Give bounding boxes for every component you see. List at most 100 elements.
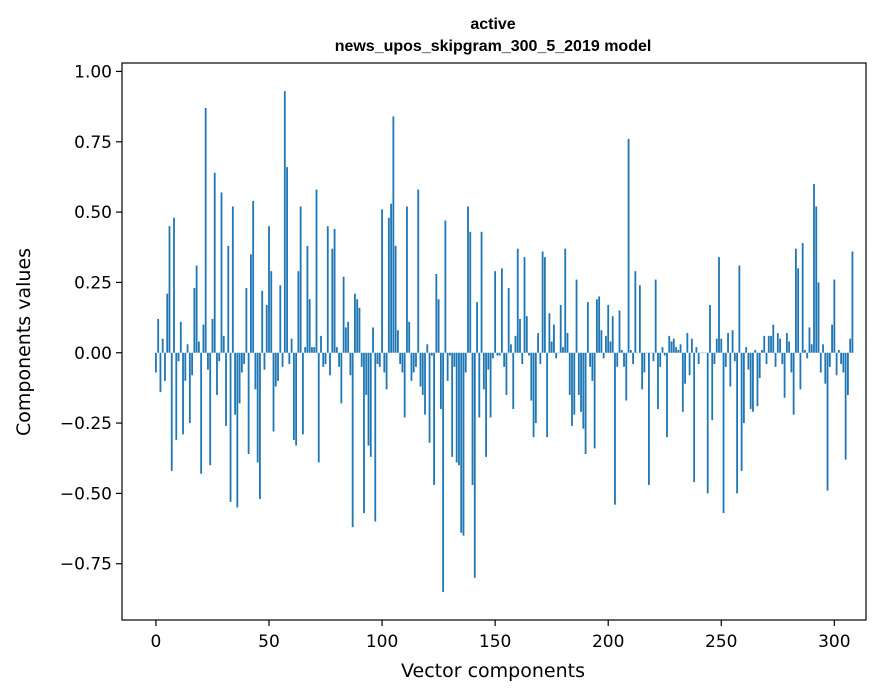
bar (801, 243, 804, 353)
bar (394, 245, 397, 353)
bar (684, 352, 686, 384)
bar (559, 304, 562, 353)
bar (616, 352, 619, 367)
bar (648, 352, 650, 485)
bar (453, 352, 456, 367)
bar (254, 352, 257, 390)
bar (742, 352, 745, 424)
bar (372, 327, 374, 353)
bar (489, 352, 492, 418)
bar (754, 349, 757, 353)
bar (340, 352, 343, 404)
bar (408, 321, 411, 353)
bar (426, 344, 429, 353)
bar (849, 338, 852, 353)
bar (672, 338, 675, 353)
bar (792, 352, 795, 415)
bar (209, 352, 212, 466)
bar (218, 352, 221, 362)
bar (815, 206, 818, 353)
bar (661, 347, 664, 353)
bar (292, 352, 295, 440)
bar (363, 352, 365, 514)
bar (586, 302, 589, 353)
bar (611, 316, 614, 353)
bar (175, 352, 178, 440)
bar (833, 279, 836, 353)
bar (770, 335, 772, 353)
bar (706, 352, 709, 494)
bar (503, 352, 506, 367)
bar (629, 349, 632, 353)
bar (383, 352, 386, 373)
bar (399, 352, 402, 364)
bar (329, 352, 331, 376)
bar (638, 285, 641, 353)
bar (607, 304, 610, 353)
x-tick-label: 0 (151, 632, 162, 652)
bar (794, 248, 797, 353)
bar (478, 352, 481, 418)
bar (835, 352, 838, 376)
bar (553, 324, 555, 353)
bar (392, 116, 395, 353)
bar (193, 288, 196, 353)
bar (566, 333, 569, 353)
bar (324, 352, 327, 364)
bar (313, 347, 316, 353)
bar (204, 108, 207, 353)
y-tick-label: −0.25 (60, 414, 112, 434)
bar (609, 341, 612, 353)
bar (688, 352, 691, 376)
bar (231, 206, 234, 353)
bar (410, 352, 413, 381)
bar (713, 352, 716, 364)
chart-subtitle: news_upos_skipgram_300_5_2019 model (335, 38, 652, 55)
bar (449, 352, 451, 356)
bar (179, 321, 182, 353)
bar (374, 352, 377, 522)
bar (211, 318, 214, 353)
bar (851, 251, 854, 353)
bar (824, 352, 827, 384)
bar (186, 344, 189, 353)
bar (537, 333, 539, 353)
bar (788, 341, 791, 353)
bar (378, 352, 381, 367)
bar (620, 349, 623, 353)
bar (197, 341, 200, 353)
bar (543, 257, 546, 353)
bar (460, 352, 463, 533)
bar (709, 304, 711, 353)
bar (428, 352, 431, 443)
bar (295, 352, 298, 446)
bar (207, 352, 209, 370)
bar (763, 335, 766, 353)
bar (455, 352, 458, 463)
y-tick-label: 0.50 (74, 203, 112, 223)
y-tick-label: 0.75 (74, 133, 112, 153)
bar (331, 248, 334, 353)
bar (182, 352, 184, 435)
bar (286, 167, 288, 353)
bar (555, 352, 558, 359)
y-axis-ticks: −0.75 −0.50 −0.25 0.00 0.25 0.50 0.75 1.00 (60, 62, 122, 575)
bar (681, 352, 684, 412)
bar (164, 352, 166, 381)
bar (657, 352, 659, 410)
bar (451, 352, 454, 457)
bar (195, 265, 198, 353)
bar (668, 335, 671, 353)
bar (643, 352, 646, 373)
bar (482, 352, 485, 390)
bar (220, 192, 223, 353)
bar (666, 352, 668, 438)
bar (322, 352, 325, 367)
bar (670, 341, 673, 353)
bar (844, 352, 847, 460)
y-tick-label: 1.00 (74, 62, 112, 82)
bar (462, 352, 465, 536)
bar (677, 349, 680, 353)
bar (512, 352, 515, 410)
bar (344, 327, 347, 353)
